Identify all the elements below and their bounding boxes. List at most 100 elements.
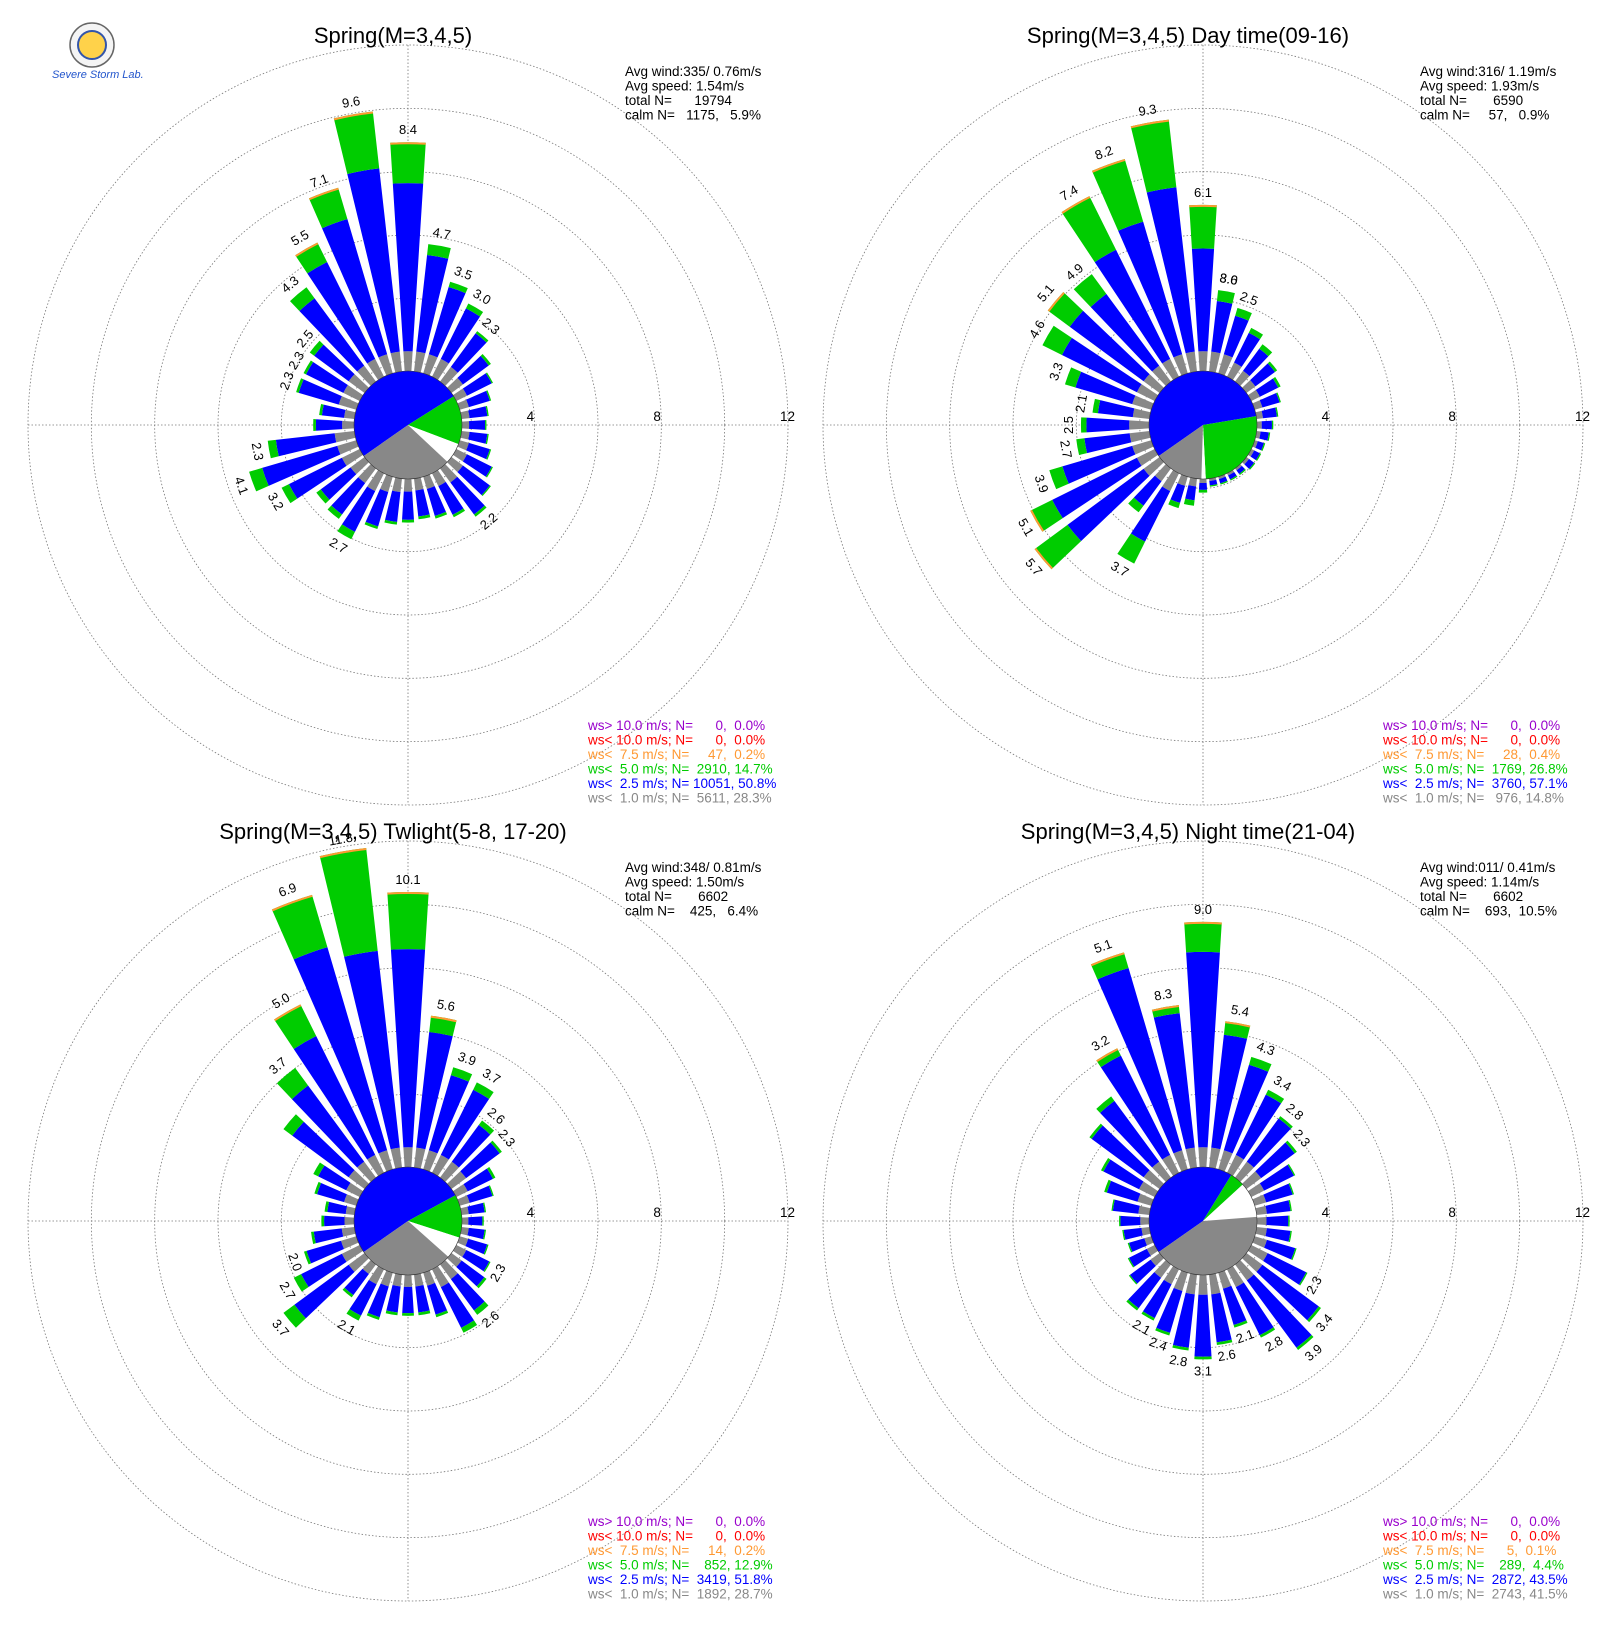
center-pie-lt1 [363, 425, 448, 479]
bar-segment-lt25 [1100, 1055, 1171, 1160]
ring-12 [822, 44, 1584, 806]
bar-segment-lt5 [1091, 158, 1144, 231]
bar-segment-lt25 [1250, 363, 1275, 387]
bar-value-label: 2.8 [1168, 1352, 1188, 1370]
bar-segment-lt1 [447, 1253, 462, 1267]
bar-segment-lt25 [1097, 400, 1135, 418]
bar-segment-lt5 [1183, 498, 1195, 506]
bar-segment-lt25 [262, 445, 341, 486]
bar-segment-lt5 [342, 1287, 354, 1298]
center-pie-lt5 [1203, 416, 1257, 479]
ring-4 [1075, 1093, 1331, 1349]
bar-segment-lt5 [1288, 1215, 1290, 1227]
bar-segment-lt5 [337, 524, 355, 540]
bar-segment-lt5 [401, 519, 415, 523]
bar-segment-lt5 [1184, 921, 1222, 953]
chart-title: Spring(M=3,4,5) Twlight(5-8, 17-20) [219, 819, 566, 844]
center-pie-lt1 [1158, 1216, 1257, 1275]
bar-segment-lt1 [1154, 464, 1171, 482]
bar-segment-lt25 [1103, 1159, 1144, 1190]
bar-segment-lt25 [1255, 378, 1279, 397]
bar-segment-lt1 [1242, 380, 1256, 393]
bar-segment-lt5 [1092, 398, 1101, 414]
bar-segment-lt1 [392, 1273, 402, 1287]
bar-value-label: 2.5 [293, 327, 316, 350]
chart-title: Spring(M=3,4,5) [314, 23, 472, 48]
bar-segment-lt5 [1239, 469, 1246, 476]
wind-rose-panel-2: 4 8 12 Spring(M=3,4,5) Day time(09-16) Avg w… [822, 23, 1590, 806]
bar-segment-lt75 [430, 1015, 457, 1023]
bar-segment-lt5 [1278, 1116, 1293, 1129]
bar-segment-lt1 [1227, 1154, 1244, 1177]
bar-value-label: 2.7 [277, 1279, 299, 1302]
ring-tick-label: 4 [527, 409, 535, 424]
bar-segment-lt5 [481, 485, 491, 497]
bar-segment-lt25 [1090, 293, 1160, 372]
bar-segment-lt1 [1146, 1245, 1159, 1256]
bar-value-label: 2.3 [1303, 1273, 1325, 1296]
bar-value-label: 2.8 [1283, 1100, 1306, 1123]
bar-segment-lt1 [1173, 1150, 1188, 1172]
bar-segment-lt25 [318, 1165, 351, 1191]
ring-4 [280, 297, 536, 553]
bar-segment-lt1 [358, 464, 376, 484]
bar-segment-lt5 [1288, 1199, 1292, 1212]
bar-segment-lt5 [387, 891, 429, 950]
bar-segment-lt25 [1112, 1199, 1140, 1214]
bar-segment-lt25 [305, 361, 348, 393]
bar-segment-lt1 [1227, 362, 1242, 381]
bar-segment-lt5 [478, 1120, 495, 1135]
wind-rose-panel-4: 4 8 12 Spring(M=3,4,5) Night time(21-04) Avg… [822, 819, 1590, 1602]
bar-segment-lt25 [467, 1227, 485, 1240]
bar-segment-lt1 [414, 1273, 424, 1287]
bar-segment-lt5 [303, 1250, 312, 1265]
bar-segment-lt1 [452, 1184, 468, 1197]
bar-segment-lt25 [1133, 475, 1162, 506]
bar-segment-lt5 [427, 244, 451, 259]
bar-segment-lt5 [1126, 1299, 1139, 1311]
bar-segment-lt1 [1252, 440, 1258, 448]
bar-segment-lt5 [402, 1312, 414, 1316]
bar-segment-lt1 [423, 1150, 438, 1172]
bar-value-label: 2.6 [1216, 1346, 1236, 1364]
bar-segment-lt5 [1130, 119, 1177, 193]
center-pie-lt5 [408, 396, 462, 445]
bar-segment-lt25 [1062, 445, 1136, 484]
bar-segment-lt25 [322, 219, 388, 358]
bar-segment-lt5 [1307, 1306, 1321, 1323]
bar-segment-lt75 [319, 847, 367, 859]
bar-segment-lt25 [1075, 371, 1136, 405]
bar-segment-lt1 [1136, 384, 1159, 401]
legend-entry: ws< 1.0 m/s; N= 976, 14.8% [1382, 791, 1564, 806]
bar-segment-lt25 [1129, 1248, 1151, 1267]
ring-tick-label: 8 [653, 409, 661, 424]
center-pie-lt25 [354, 1167, 456, 1252]
bar-segment-lt25 [307, 261, 376, 364]
ring-8 [154, 171, 662, 679]
bar-segment-lt25 [466, 1185, 493, 1203]
bar-segment-lt25 [1261, 407, 1277, 419]
bar-segment-lt5 [1267, 432, 1271, 441]
bar-segment-lt1 [334, 431, 356, 443]
bar-segment-lt5 [1172, 1344, 1189, 1351]
bar-segment-lt1 [1209, 1147, 1221, 1169]
legend-entry: ws< 7.5 m/s; N= 14, 0.2% [587, 1543, 765, 1558]
bar-value-label: 3.7 [266, 1054, 289, 1077]
bar-segment-lt5 [486, 390, 492, 401]
bar-segment-lt75 [1061, 196, 1091, 214]
bar-segment-lt25 [1235, 1282, 1274, 1336]
ring-8 [154, 967, 662, 1475]
bar-segment-lt25 [291, 1085, 365, 1168]
bar-segment-lt1 [1247, 1245, 1268, 1261]
bar-value-label: 4.3 [1255, 1038, 1277, 1058]
bar-segment-lt5 [1090, 952, 1129, 980]
bar-segment-lt5 [473, 1301, 489, 1315]
bar-segment-lt5 [1248, 327, 1264, 340]
bar-value-label: 3.1 [1194, 1363, 1212, 1378]
center-pie-lt1 [1158, 425, 1203, 479]
bar-segment-lt1 [1209, 1273, 1221, 1295]
bar-segment-lt5 [475, 331, 489, 343]
bar-value-label: 8.4 [399, 122, 417, 137]
bar-value-label: 4.1 [231, 475, 251, 497]
bar-segment-lt25 [416, 254, 449, 354]
